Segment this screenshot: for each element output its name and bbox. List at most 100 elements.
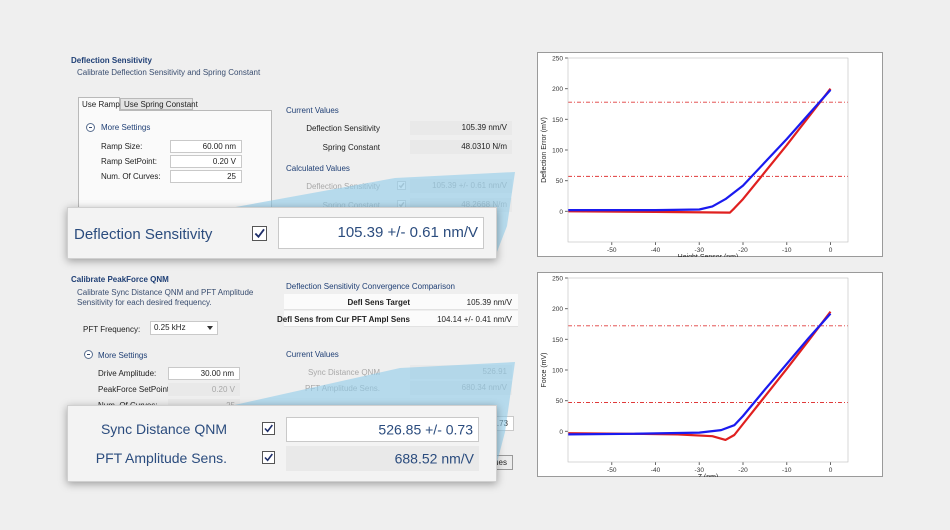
tab[interactable]: Use Ramp (78, 97, 120, 111)
value-label: Spring Constant (322, 143, 380, 152)
value-text: 0.20 V (211, 384, 235, 394)
setting-label: Num. Of Curves: (101, 172, 161, 181)
callout-label: Deflection Sensitivity (74, 226, 213, 243)
plot-frame (567, 277, 849, 463)
checkbox[interactable] (262, 422, 275, 435)
callout-label: PFT Amplitude Sens. (95, 450, 227, 466)
data-line (568, 88, 832, 214)
chart-background (537, 272, 883, 477)
expander-bar (89, 127, 92, 128)
check-mark (264, 453, 273, 462)
value-text: 60.00 nm (202, 141, 236, 151)
value-text: 105.39 nm/V (461, 123, 507, 132)
x-tick-label: 0 (829, 467, 833, 474)
field-label: PFT Frequency: (83, 325, 141, 334)
more-settings: More Settings (98, 351, 148, 360)
x-tick-label: 0 (829, 247, 833, 254)
checkbox[interactable] (262, 451, 275, 464)
callout: Deflection Sensitivity 105.39 +/- 0.61 nm… (67, 207, 497, 259)
y-axis-label: Force (mV) (541, 353, 548, 388)
y-axis-label: Deflection Error (mV) (541, 117, 548, 183)
tab[interactable]: Use Spring Constant (120, 98, 198, 110)
tab-label: Use Ramp (82, 100, 120, 109)
value-box: 48.0310 N/m (410, 140, 512, 154)
callout-label: Sync Distance QNM (100, 421, 227, 437)
plot-frame (567, 57, 849, 243)
value-text: 688.52 nm/V (394, 450, 474, 466)
data-line (568, 312, 832, 436)
group-title: Current Values (286, 350, 339, 359)
value-text: 0.25 kHz (154, 323, 186, 332)
y-tick-label: 150 (552, 117, 563, 124)
x-tick-label: -30 (695, 247, 705, 254)
y-tick-label: 150 (552, 337, 563, 344)
value-text: 105.39 +/- 0.61 nm/V (337, 224, 478, 241)
x-axis-label: Height Sensor (nm) (678, 254, 739, 257)
value-text: 48.0310 N/m (461, 142, 507, 151)
value-label: Deflection Sensitivity (306, 124, 380, 133)
check-mark (264, 424, 273, 433)
section-subtitle: Calibrate Deflection Sensitivity and Spr… (77, 68, 261, 77)
y-tick-label: 50 (556, 178, 564, 185)
setting-label: Ramp Size: (101, 142, 143, 151)
value-text: 30.00 nm (200, 368, 234, 378)
y-tick-label: 200 (552, 306, 563, 313)
data-line (568, 89, 832, 212)
x-tick-label: -20 (738, 467, 748, 474)
callout-value: 105.39 +/- 0.61 nm/V (278, 217, 484, 249)
x-tick-label: -20 (738, 247, 748, 254)
callout-value: 526.85 +/- 0.73 (286, 417, 479, 442)
check-icon (254, 228, 265, 239)
check-icon (264, 424, 273, 433)
x-tick-label: -10 (782, 467, 792, 474)
comparison-row (284, 294, 518, 310)
y-tick-label: 0 (559, 209, 563, 216)
checkbox[interactable] (252, 226, 267, 241)
x-axis-label: Z (nm) (698, 474, 719, 477)
callout: Sync Distance QNM 526.85 +/- 0.73 PFT Ampl… (67, 405, 497, 482)
group-title: Current Values (286, 106, 339, 115)
value-text: 526.85 +/- 0.73 (378, 421, 473, 437)
setting-field[interactable]: 60.00 nm (170, 140, 242, 153)
section-subtitle: Calibrate Sync Distance QNM and PFT Ampl… (77, 288, 254, 297)
y-tick-label: 100 (552, 148, 563, 155)
y-tick-label: 100 (552, 368, 563, 375)
setting-field[interactable]: 30.00 nm (168, 367, 240, 380)
x-tick-label: -50 (607, 247, 617, 254)
setting-field[interactable]: 0.20 V (170, 155, 242, 168)
group-title: Calculated Values (286, 164, 350, 173)
expander-icon[interactable] (86, 123, 95, 132)
expander-icon[interactable] (84, 350, 93, 359)
setting-label: PeakForce SetPoint: (98, 385, 172, 394)
dropdown-arrow (207, 326, 213, 330)
value-label: Sync Distance QNM (307, 368, 380, 377)
tab-label: Use Spring Constant (124, 100, 198, 109)
y-tick-label: 250 (552, 56, 563, 63)
x-tick-label: -30 (695, 467, 705, 474)
section-title: Deflection Sensitivity (71, 56, 152, 65)
y-tick-label: 250 (552, 276, 563, 283)
y-tick-label: 50 (556, 398, 564, 405)
dropdown[interactable]: 0.25 kHz (150, 321, 218, 335)
y-tick-label: 200 (552, 86, 563, 93)
comparison-row (284, 311, 518, 327)
setting-label: Ramp SetPoint: (101, 157, 158, 166)
expander-bar (87, 354, 90, 355)
comparison-value: 105.39 nm/V (466, 298, 512, 307)
check-mark (254, 228, 265, 239)
setting-field[interactable]: 25 (170, 170, 242, 183)
comparison-label: Defl Sens from Cur PFT Ampl Sens (276, 315, 410, 324)
section-subtitle: Sensitivity for each desired frequency. (77, 298, 212, 307)
chart: 0 50 100 150 200 250 -50 -40 -30 -20 -10 0 Z (nm) For… (537, 272, 883, 477)
setting-field[interactable]: 0.20 V (168, 383, 240, 396)
chart-background (537, 52, 883, 257)
check-icon (264, 453, 273, 462)
x-tick-label: -40 (651, 247, 661, 254)
callout-value: 688.52 nm/V (286, 446, 479, 471)
chart: 0 50 100 150 200 250 -50 -40 -30 -20 -10 0 Height Se… (537, 52, 883, 257)
x-tick-label: -40 (651, 467, 661, 474)
x-tick-label: -10 (782, 247, 792, 254)
setting-label: Drive Amplitude: (98, 369, 157, 378)
comparison-value: 104.14 +/- 0.41 nm/V (437, 315, 512, 324)
